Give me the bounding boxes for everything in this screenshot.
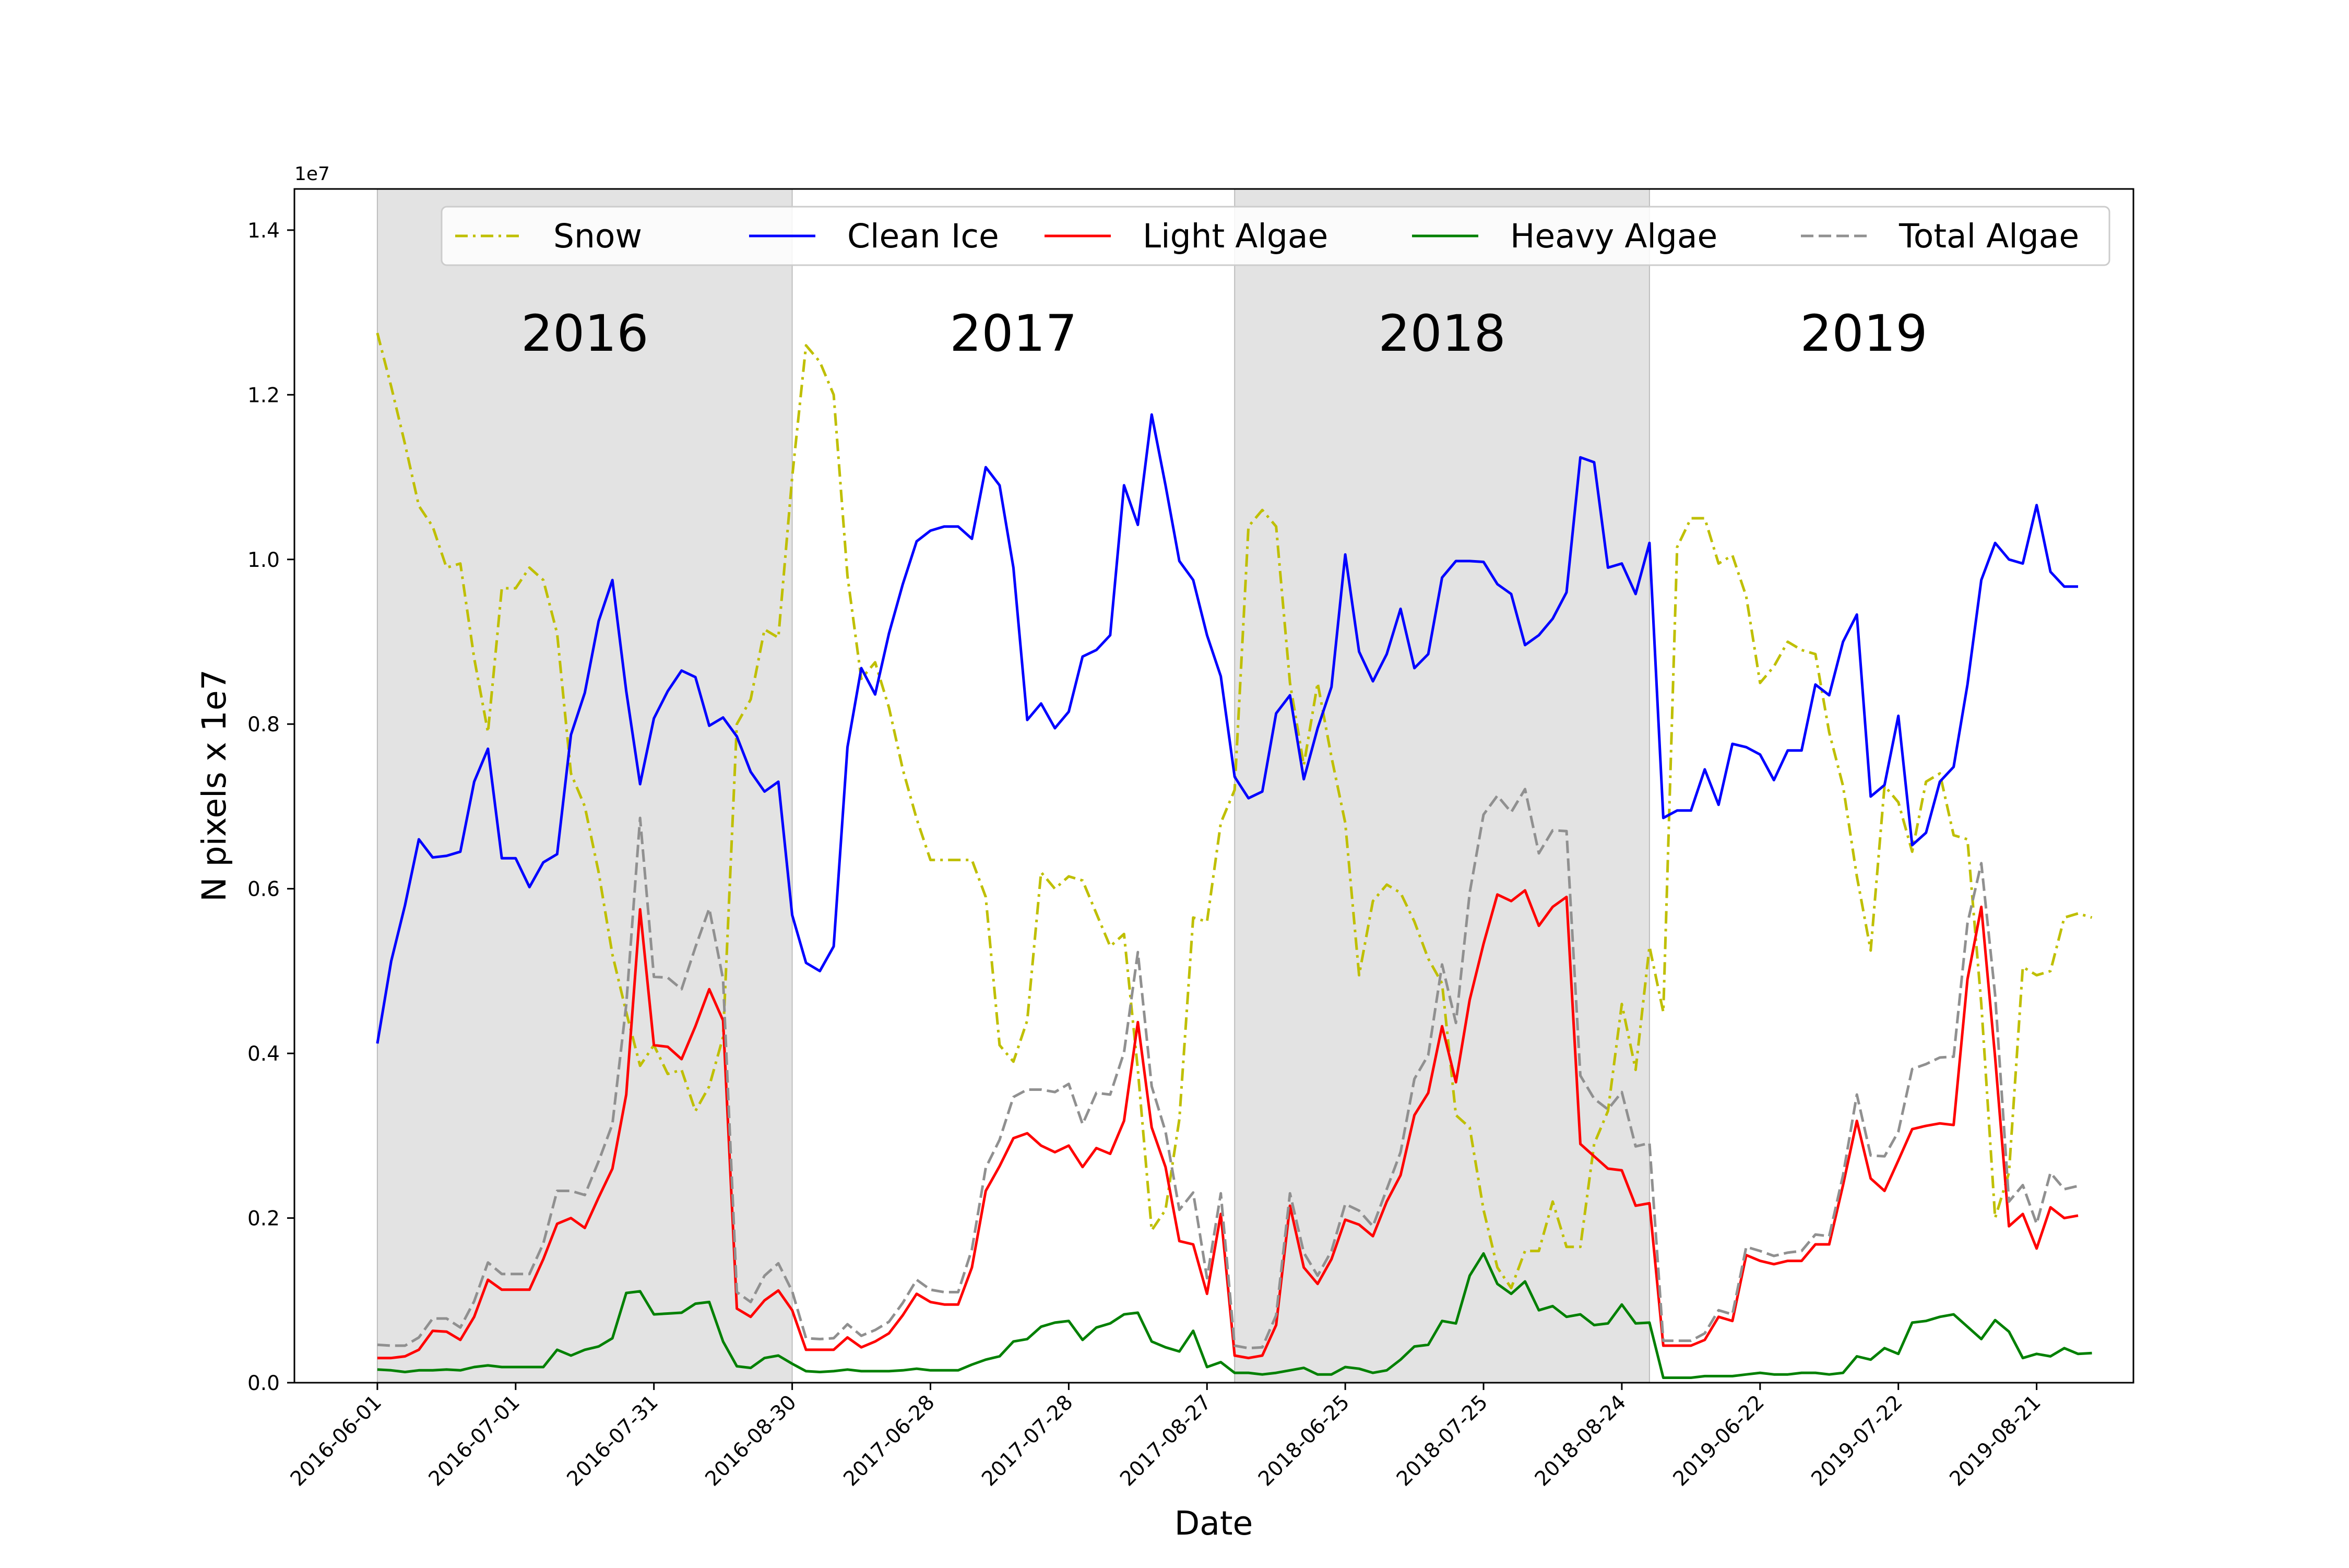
series-line-total-algae (377, 788, 2079, 1350)
x-axis-title: Date (1174, 1504, 1253, 1542)
legend-label-clean-ice: Clean Ice (847, 217, 999, 255)
y-tick-label: 0.2 (247, 1207, 280, 1231)
x-tick-label: 2019-06-22 (1669, 1391, 1769, 1491)
y-axis-title: N pixels x 1e7 (195, 669, 233, 901)
series-lines (376, 332, 2093, 1379)
x-tick-label: 2018-07-25 (1392, 1391, 1492, 1491)
year-shading (376, 188, 1650, 1383)
x-axis: 2016-06-01 2016-07-01 2016-07-31 2016-08-30… (286, 1383, 2046, 1491)
year-label-2017: 2017 (950, 304, 1077, 363)
series-line-heavy-algae (377, 1252, 2092, 1379)
series-line-clean-ice (376, 413, 2078, 1044)
x-tick-label: 2018-06-25 (1254, 1391, 1354, 1491)
y-multiplier-label: 1e7 (294, 163, 330, 185)
x-tick-label: 2019-07-22 (1807, 1391, 1907, 1491)
y-tick-label: 1.2 (247, 384, 280, 407)
x-tick-label: 2016-07-31 (563, 1391, 663, 1491)
legend-label-total-algae: Total Algae (1899, 217, 2079, 255)
y-axis: 0.0 0.2 0.4 0.6 0.8 1.0 1.2 1.4 (247, 219, 294, 1395)
x-tick-label: 2017-07-28 (977, 1391, 1077, 1491)
y-tick-label: 0.0 (247, 1372, 280, 1395)
y-tick-label: 1.4 (247, 219, 280, 243)
x-tick-label: 2017-06-28 (839, 1391, 939, 1491)
plot-frame (293, 188, 2134, 1384)
year-labels: 2016 2017 2018 2019 (521, 304, 1928, 363)
x-tick-label: 2016-08-30 (701, 1391, 801, 1491)
x-tick-label: 2017-08-27 (1116, 1391, 1216, 1491)
x-tick-label: 2016-06-01 (286, 1391, 386, 1491)
y-tick-label: 1.0 (247, 549, 280, 572)
year-label-2018: 2018 (1378, 304, 1505, 363)
legend-label-light-algae: Light Algae (1143, 217, 1328, 255)
y-tick-label: 0.8 (247, 713, 280, 737)
x-tick-label: 2019-08-21 (1945, 1391, 2046, 1491)
legend: Snow Clean Ice Light Algae Heavy Algae Total… (441, 206, 2110, 266)
year-band-2018 (1234, 188, 1650, 1383)
x-tick-label: 2018-08-24 (1531, 1391, 1631, 1491)
y-tick-label: 0.4 (247, 1042, 280, 1066)
year-label-2019: 2019 (1800, 304, 1927, 363)
legend-box (441, 206, 2110, 266)
year-band-2016 (376, 188, 793, 1383)
series-line-light-algae (377, 889, 2079, 1360)
year-label-2016: 2016 (521, 304, 648, 363)
y-tick-label: 0.6 (247, 878, 280, 901)
legend-label-heavy-algae: Heavy Algae (1510, 217, 1717, 255)
series-line-snow (376, 332, 2093, 1290)
x-tick-label: 2016-07-01 (424, 1391, 525, 1491)
legend-label-snow: Snow (553, 217, 642, 255)
